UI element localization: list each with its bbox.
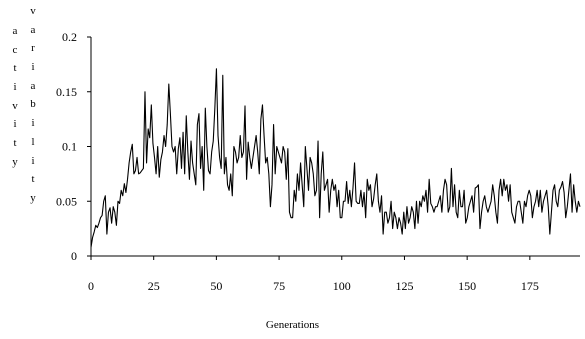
series-group (90, 68, 581, 248)
x-tick-label: 75 (273, 279, 285, 293)
x-axis-title: Generations (265, 319, 320, 331)
x-tick-label: 125 (395, 279, 413, 293)
axes (90, 37, 580, 257)
y-tick-label: 0 (71, 249, 77, 263)
x-tick-label: 25 (148, 279, 160, 293)
y-axis-ticks: 0 0.05 0.1 0.15 0.2 (56, 30, 91, 263)
x-tick-label: 50 (210, 279, 222, 293)
x-tick-label: 175 (521, 279, 539, 293)
x-tick-label: 0 (88, 279, 94, 293)
y-tick-label: 0.1 (62, 140, 77, 154)
y-tick-label: 0.15 (56, 85, 77, 99)
x-tick-label: 150 (458, 279, 476, 293)
y-tick-label: 0.05 (56, 194, 77, 208)
x-axis-ticks: 0 25 50 75 100 125 150 175 (88, 256, 539, 293)
x-tick-label: 100 (333, 279, 351, 293)
series-line (90, 68, 581, 248)
y-tick-label: 0.2 (62, 30, 77, 44)
